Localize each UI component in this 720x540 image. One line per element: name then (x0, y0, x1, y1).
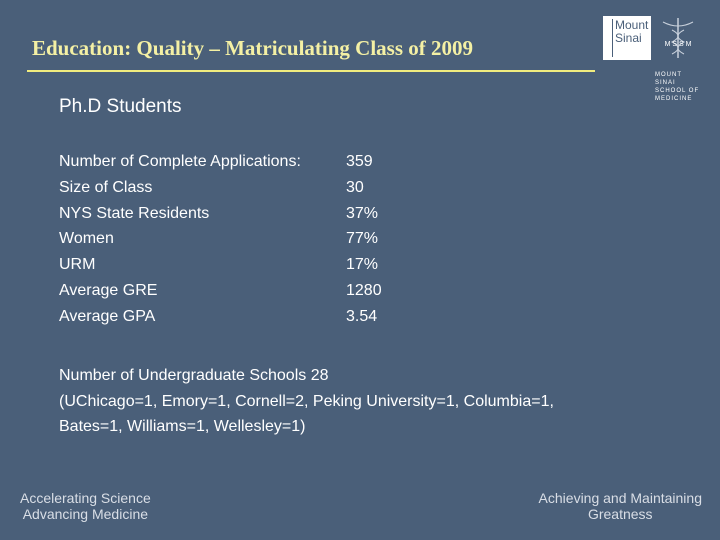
stat-value: 77% (346, 230, 379, 248)
stat-label: Average GPA (59, 307, 156, 325)
stat-row: URM 17% (59, 256, 459, 282)
stat-label: URM (59, 256, 96, 274)
stat-row: Women 77% (59, 230, 459, 256)
stat-label: Average GRE (59, 281, 158, 299)
logo-sub-2: SCHOOL OF (655, 88, 700, 94)
schools-detail-line-1: (UChicago=1, Emory=1, Cornell=2, Peking … (59, 392, 554, 410)
caduceus-seal-icon: M S S M (662, 18, 694, 58)
logo-line-1: Mount (615, 18, 649, 32)
stat-value: 30 (346, 178, 364, 196)
logo-subtitle: MOUNT SINAI SCHOOL OF MEDICINE (655, 71, 703, 103)
stat-value: 17% (346, 256, 379, 274)
footer-right-tagline: Achieving and Maintaining Greatness (539, 490, 702, 522)
title-underline (27, 70, 595, 72)
section-heading: Ph.D Students (59, 96, 182, 117)
logo-line-2: Sinai (615, 31, 642, 45)
stat-value: 3.54 (346, 307, 378, 325)
schools-detail-line-2: Bates=1, Williams=1, Wellesley=1) (59, 418, 306, 435)
footer-left-line-2: Advancing Medicine (22, 506, 149, 522)
stat-row: Size of Class 30 (59, 179, 459, 205)
mount-sinai-logo: Mount Sinai M S S M MOUNT SINAI SCHOOL O… (603, 16, 703, 102)
stat-row: Average GPA 3.54 (59, 308, 459, 334)
stat-label: Size of Class (59, 178, 153, 196)
logo-sub-1: MOUNT SINAI (655, 72, 682, 86)
stat-label: Number of Complete Applications: (59, 153, 301, 170)
stat-label: Women (59, 230, 114, 248)
stat-row: NYS State Residents 37% (59, 205, 459, 231)
stats-list: Number of Complete Applications: 359 Siz… (59, 153, 459, 334)
logo-divider (612, 19, 613, 57)
seal-letters: M S S M (665, 41, 692, 48)
footer-left-tagline: Accelerating Science Advancing Medicine (20, 490, 151, 522)
stat-row: Average GRE 1280 (59, 282, 459, 308)
stat-value: 37% (346, 204, 379, 222)
stat-value: 359 (346, 153, 373, 170)
footer-right-line-1: Achieving and Maintaining (538, 490, 702, 506)
slide-title: Education: Quality – Matriculating Class… (32, 36, 474, 60)
logo-sub-3: MEDICINE (655, 96, 693, 102)
logo-wordmark: Mount Sinai (603, 16, 651, 60)
stat-label: NYS State Residents (59, 204, 210, 222)
stat-value: 1280 (346, 281, 382, 299)
footer-left-line-1: Accelerating Science (20, 490, 151, 506)
undergraduate-schools: Number of Undergraduate Schools 28 (UChi… (59, 363, 659, 440)
stat-row: Number of Complete Applications: 359 (59, 153, 459, 179)
footer-right-line-2: Greatness (587, 506, 653, 522)
schools-count-line: Number of Undergraduate Schools 28 (59, 367, 329, 384)
